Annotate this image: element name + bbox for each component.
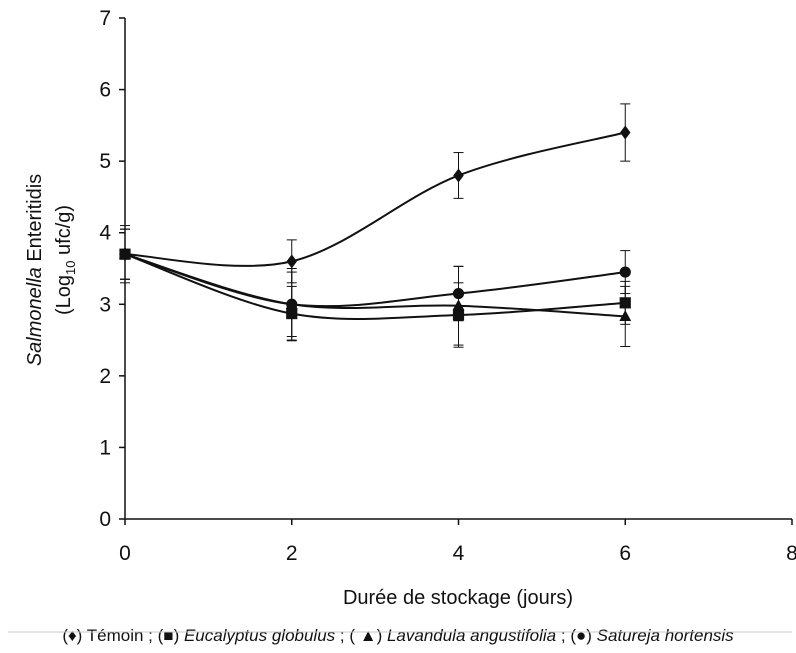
- legend: (♦) Témoin ; (■) Eucalyptus globulus ; (…: [62, 626, 734, 645]
- legend-symbol-circle: ●: [576, 626, 586, 645]
- legend-label: Lavandula angustifolia: [387, 626, 556, 645]
- data-point-circle: [119, 248, 131, 260]
- data-point-circle: [286, 298, 298, 310]
- y-tick-label: 1: [99, 436, 111, 459]
- legend-label: Satureja hortensis: [597, 626, 735, 645]
- data-point-diamond: [286, 254, 297, 269]
- legend-open-paren: (: [570, 626, 576, 645]
- series-line-square: [124, 253, 626, 320]
- y-tick-label: 4: [99, 222, 111, 245]
- legend-open-paren: (: [349, 626, 359, 645]
- data-point-triangle: [619, 310, 632, 322]
- data-point-square: [619, 297, 631, 309]
- data-point-diamond: [620, 125, 631, 140]
- y-axis-title-italic: Salmonella: [24, 267, 46, 366]
- legend-label: Eucalyptus globulus: [184, 626, 336, 645]
- legend-symbol-square: ■: [163, 626, 173, 645]
- x-tick-label: 2: [286, 542, 298, 565]
- legend-symbol-diamond: ♦: [68, 626, 77, 645]
- data-point-square: [452, 309, 465, 321]
- legend-close-paren: ): [586, 626, 596, 645]
- legend-separator: ;: [143, 626, 157, 645]
- axes: 0 1 2 3 4 5 6 7 0 2 4 6 8: [99, 7, 796, 565]
- x-tick-label: 8: [786, 542, 796, 565]
- series-line-circle: [124, 253, 626, 308]
- legend-label: Témoin: [87, 626, 144, 645]
- x-tick-label: 0: [119, 542, 131, 565]
- legend-separator: ;: [335, 626, 349, 645]
- y-axis-title-rest: Enteritidis: [24, 174, 46, 267]
- legend-open-paren: (: [62, 626, 68, 645]
- x-tick-label: 4: [453, 542, 465, 565]
- y-axis-title-line2: (Log10 ufc/g): [53, 205, 78, 315]
- series-lines: [124, 131, 626, 320]
- y-tick-label: 0: [99, 508, 111, 531]
- legend-close-paren: ): [377, 626, 387, 645]
- legend-close-paren: ): [174, 626, 184, 645]
- data-point-square: [286, 307, 298, 320]
- x-tick-label: 6: [619, 542, 631, 565]
- legend-close-paren: ): [77, 626, 87, 645]
- y-tick-label: 3: [99, 293, 111, 316]
- y-tick-label: 2: [99, 365, 111, 388]
- y-axis-title-subscript: 10: [63, 261, 78, 275]
- data-point-circle: [452, 287, 465, 300]
- series-markers: [119, 125, 632, 322]
- y-axis-title-suffix: ufc/g): [53, 205, 75, 261]
- legend-open-paren: (: [158, 626, 164, 645]
- x-axis-title: Durée de stockage (jours): [343, 587, 573, 609]
- y-axis-title-line1: Salmonella Enteritidis: [24, 174, 46, 366]
- y-axis-title: Salmonella Enteritidis (Log10 ufc/g): [24, 174, 78, 366]
- legend-symbol-triangle: ▲: [360, 626, 377, 645]
- y-tick-label: 7: [99, 7, 111, 30]
- y-tick-label: 6: [99, 79, 111, 102]
- legend-separator: ;: [556, 626, 570, 645]
- data-point-triangle: [452, 299, 465, 311]
- y-tick-label: 5: [99, 150, 111, 173]
- y-axis-title-prefix: (Log: [53, 275, 75, 315]
- legend-text: (♦) Témoin ; (■) Eucalyptus globulus ; (…: [62, 626, 734, 645]
- series-line-diamond: [124, 131, 626, 267]
- data-point-circle: [619, 266, 631, 278]
- data-point-diamond: [453, 168, 464, 183]
